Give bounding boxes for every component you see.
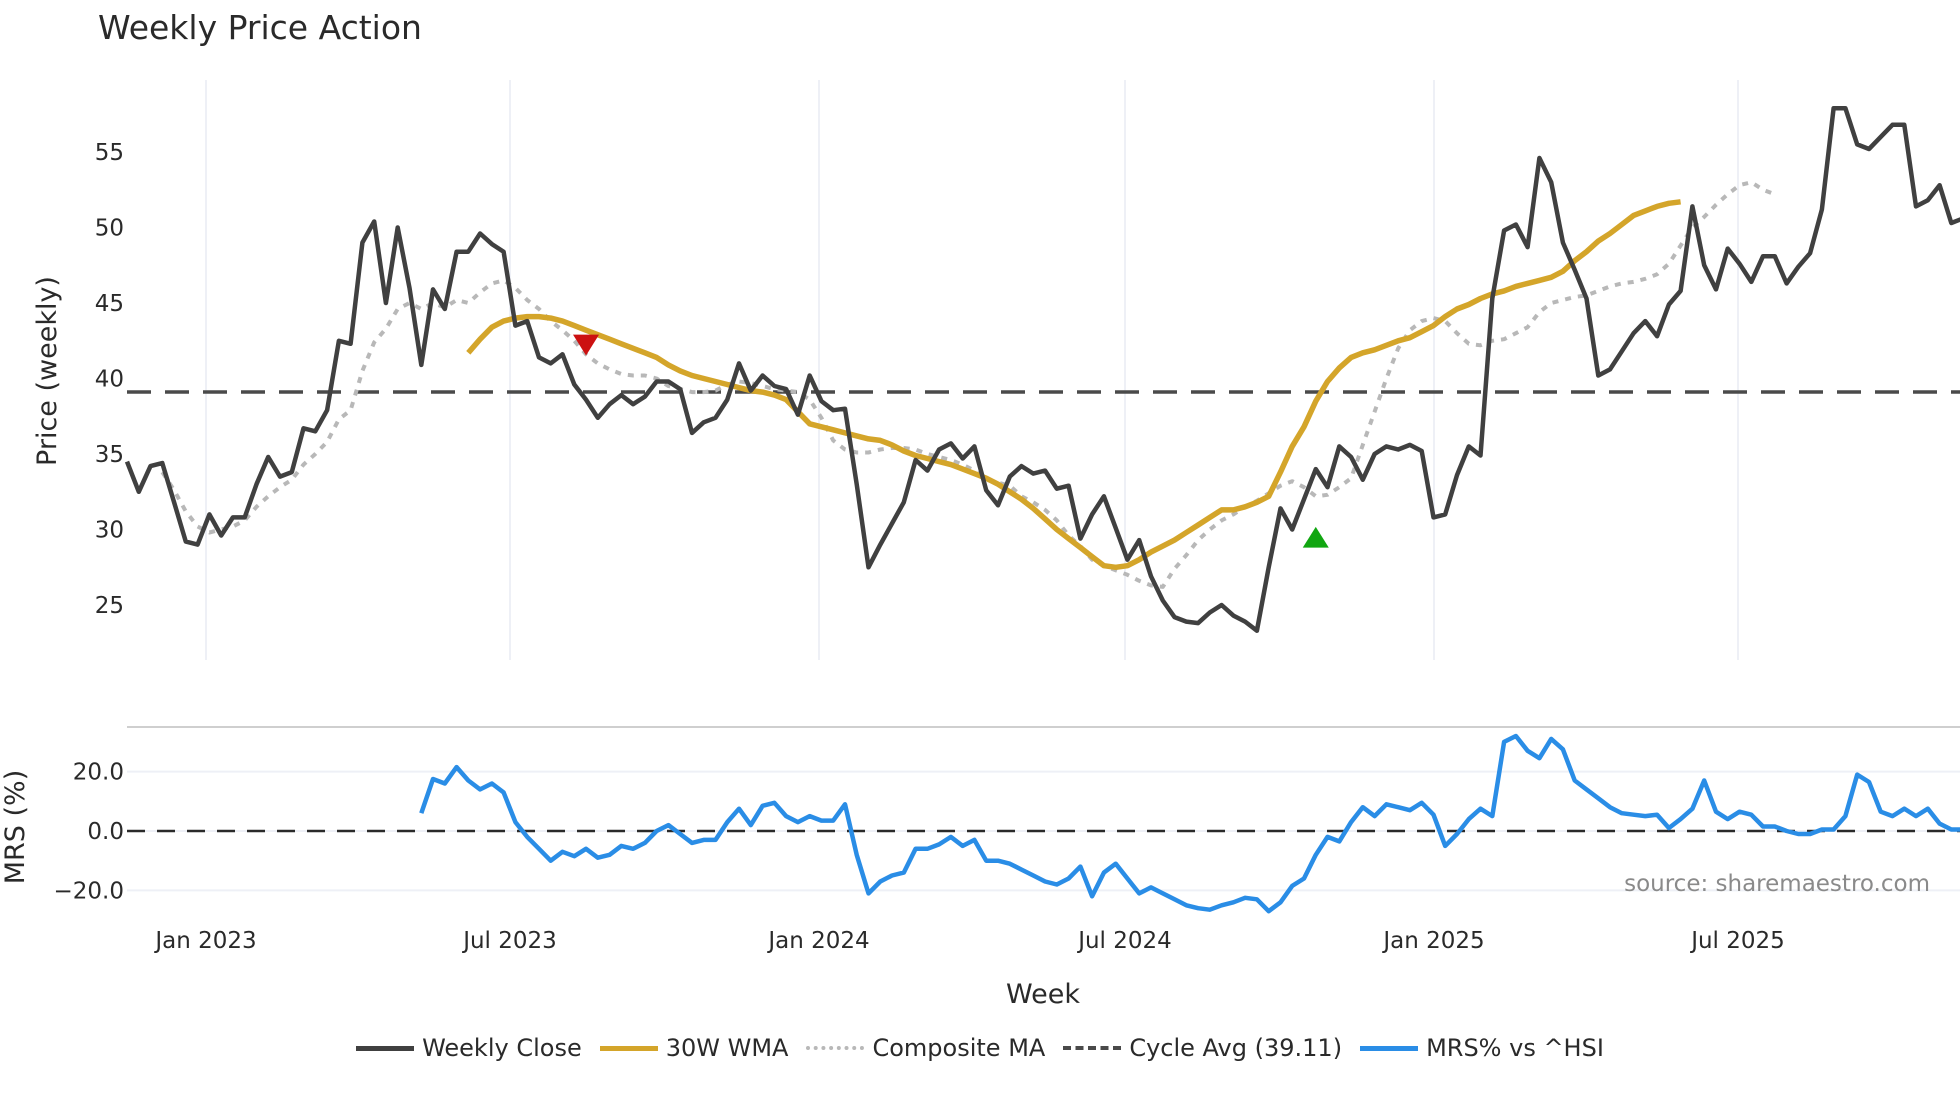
price-series [124, 105, 1960, 633]
y-tick-label: 35 [95, 442, 124, 468]
legend-swatch-icon [356, 1045, 415, 1051]
x-tick-label: Jan 2025 [1381, 928, 1484, 954]
legend-label: Weekly Close [422, 1034, 582, 1062]
mrs-series [127, 733, 1960, 914]
legend-swatch-icon [1360, 1045, 1419, 1051]
mrs-y-axis-title: MRS (%) [0, 770, 31, 885]
legend-swatch-icon [1063, 1046, 1122, 1050]
buy-triangle-icon [1302, 526, 1329, 548]
x-tick-label: Jul 2023 [461, 928, 557, 954]
legend-item-weekly-close[interactable]: Weekly Close [356, 1034, 582, 1062]
y-tick-label: 0.0 [87, 819, 124, 845]
legend-swatch-icon [599, 1045, 658, 1051]
y-tick-label: 55 [95, 140, 124, 166]
weekly-close-line [124, 105, 1960, 633]
signal-markers [573, 334, 1329, 548]
source-note: source: sharemaestro.com [1624, 871, 1930, 897]
legend: Weekly Close 30W WMA Composite MA Cycle Avg… [0, 1034, 1960, 1062]
legend-item-composite[interactable]: Composite MA [806, 1034, 1045, 1062]
legend-item-mrs[interactable]: MRS% vs ^HSI [1360, 1034, 1604, 1062]
mrs-line [419, 733, 1960, 914]
legend-item-wma[interactable]: 30W WMA [599, 1034, 789, 1062]
y-tick-label: 45 [95, 291, 124, 317]
y-tick-label: 20.0 [73, 760, 124, 786]
legend-label: MRS% vs ^HSI [1426, 1034, 1604, 1062]
composite-ma-line [160, 180, 1776, 589]
price-y-ticks: 25 30 35 40 45 50 55 [95, 140, 124, 619]
x-axis-ticks: Jan 2023 Jul 2023 Jan 2024 Jul 2024 Jan 2025… [153, 928, 1784, 954]
legend-label: Cycle Avg (39.11) [1129, 1034, 1343, 1062]
y-tick-label: −20.0 [54, 878, 124, 904]
x-axis-title: Week [1006, 979, 1080, 1010]
chart-title: Weekly Price Action [98, 8, 422, 47]
sell-triangle-icon [573, 334, 600, 356]
x-tick-label: Jul 2025 [1689, 928, 1785, 954]
y-tick-label: 30 [95, 518, 124, 544]
y-tick-label: 50 [95, 216, 124, 242]
legend-label: Composite MA [872, 1034, 1046, 1062]
y-tick-label: 25 [95, 593, 124, 619]
price-y-axis-title: Price (weekly) [32, 276, 63, 466]
price-grid [205, 80, 1739, 660]
x-tick-label: Jan 2024 [766, 928, 869, 954]
legend-swatch-icon [806, 1046, 865, 1050]
legend-label: 30W WMA [665, 1034, 789, 1062]
wma-line [466, 199, 1681, 571]
legend-item-cycle-avg[interactable]: Cycle Avg (39.11) [1063, 1034, 1342, 1062]
y-tick-label: 40 [95, 367, 124, 393]
mrs-y-ticks: −20.0 0.0 20.0 [54, 760, 124, 905]
x-tick-label: Jul 2024 [1076, 928, 1172, 954]
x-tick-label: Jan 2023 [153, 928, 256, 954]
